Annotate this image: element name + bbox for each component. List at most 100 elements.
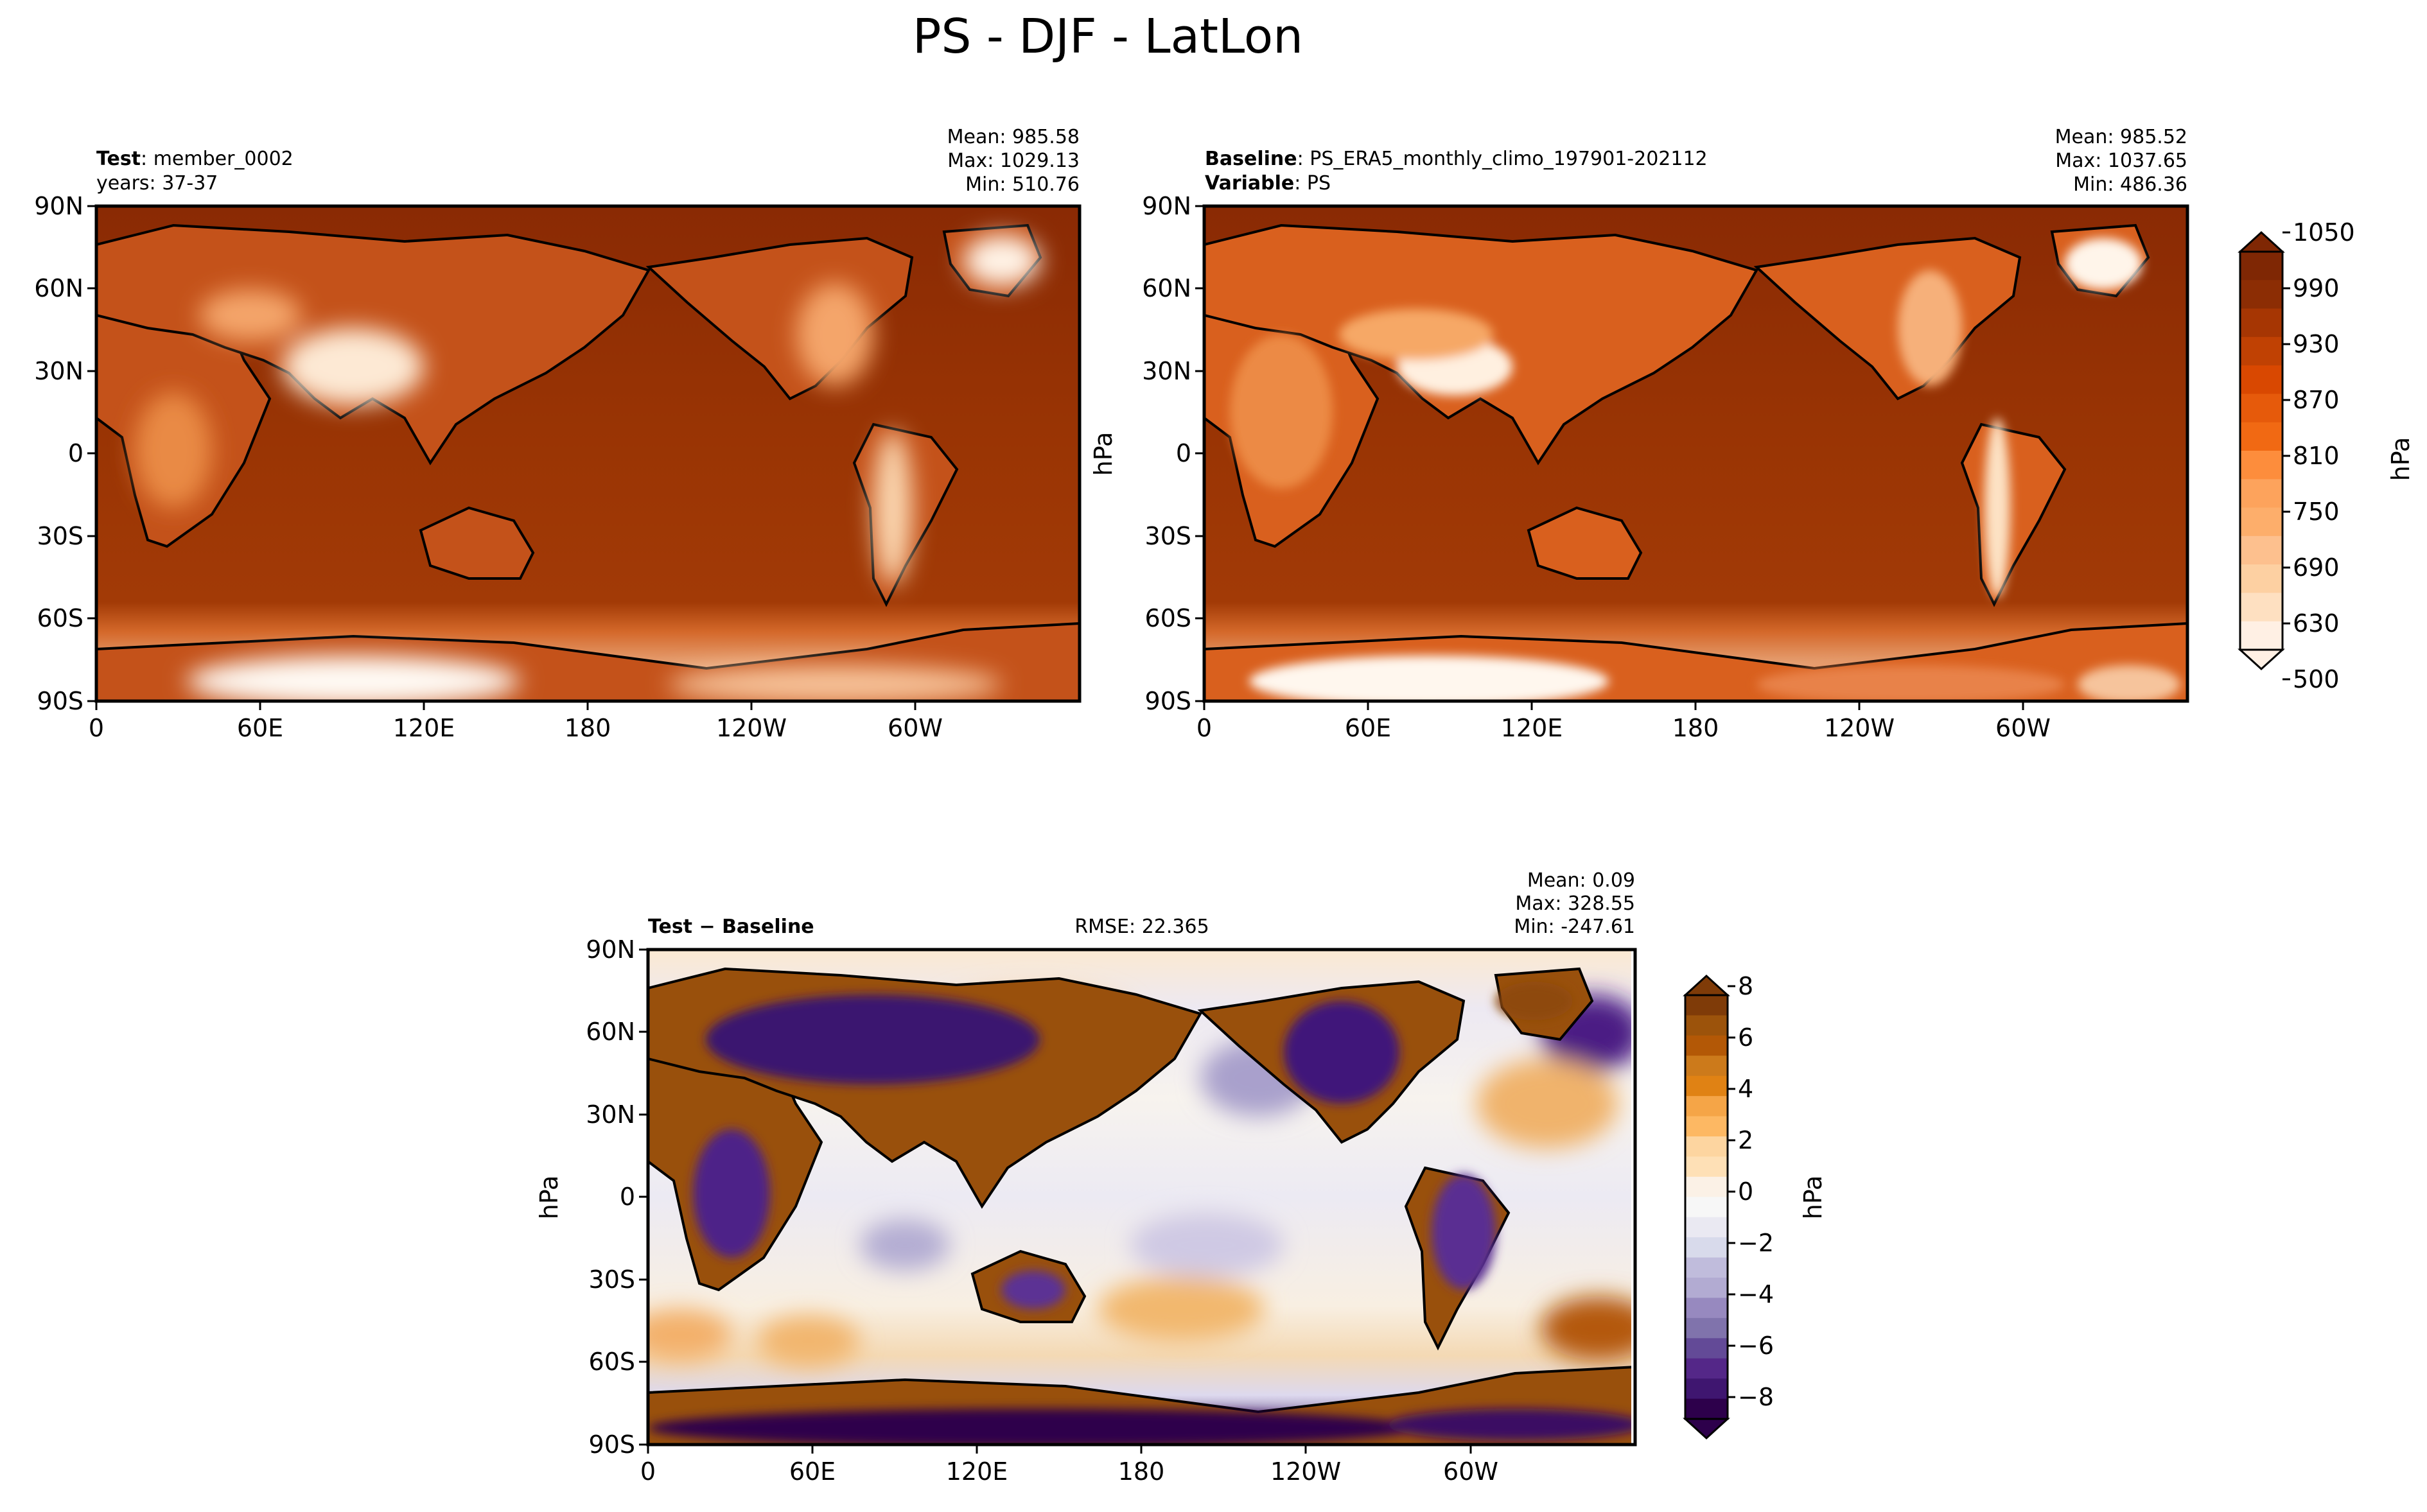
colorbar-band	[2240, 507, 2282, 537]
test-ytick-6: 90S	[37, 687, 83, 715]
diff-rmse: RMSE: 22.365	[1074, 916, 1209, 938]
colorbar-tick-label: 690	[2293, 553, 2340, 582]
baseline-ytick-1: 60N	[1142, 274, 1191, 302]
baseline-axes	[1195, 205, 2024, 710]
diff-xtick-4: 120W	[1270, 1457, 1341, 1486]
diff-axes	[639, 948, 1472, 1454]
diff-name-label: Test − Baseline	[648, 916, 814, 938]
baseline-ytick-0: 90N	[1142, 192, 1191, 220]
baseline-name-label: Baseline: PS_ERA5_monthly_climo_197901-2…	[1205, 148, 1708, 170]
colorbar-band	[1685, 1197, 1728, 1218]
colorbar-tick-label: 810	[2293, 442, 2340, 470]
diff-ytick-6: 90S	[589, 1430, 635, 1459]
diff-ytick-0: 90N	[586, 935, 635, 964]
colorbar-tick-label: −2	[1738, 1229, 1774, 1257]
diff-colorbar-label: hPa	[1799, 1176, 1827, 1220]
colorbar-tick-label: −8	[1738, 1383, 1774, 1411]
colorbar-tick-label: 990	[2293, 274, 2340, 302]
test-stat-mean: Mean: 985.58	[947, 126, 1080, 148]
test-xtick-0: 0	[89, 714, 104, 742]
colorbar-band	[1685, 1056, 1728, 1077]
test-highlands	[135, 235, 1040, 701]
colorbar-frame	[2239, 250, 2284, 651]
colorbar-band	[2240, 621, 2282, 650]
panel-test: Test: member_0002 years: 37-37 Mean: 985…	[34, 126, 1082, 742]
colorbar-band	[1685, 1298, 1728, 1319]
baseline-stat-max: Max: 1037.65	[2055, 150, 2187, 172]
baseline-xtick-4: 120W	[1824, 714, 1895, 742]
main-colorbar-bands	[2238, 230, 2285, 671]
colorbar-tick-label: 930	[2293, 330, 2340, 358]
colorbar-tick-label: −6	[1738, 1332, 1774, 1360]
colorbar-extend-bottom	[2238, 648, 2285, 671]
colorbar-band	[2240, 593, 2282, 622]
main-colorbar: 1050 990 930 870 810 750 690 630 500 hPa	[2238, 218, 2415, 693]
colorbar-tick-label: −4	[1738, 1280, 1774, 1308]
test-ytick-2: 30N	[34, 357, 83, 385]
colorbar-tick-label: 1050	[2293, 218, 2355, 247]
colorbar-tick-label: 8	[1738, 972, 1753, 1000]
baseline-xtick-1: 60E	[1345, 714, 1391, 742]
diff-side-label: hPa	[535, 1176, 563, 1220]
baseline-xtick-5: 60W	[1995, 714, 2051, 742]
colorbar-band	[1685, 1338, 1728, 1359]
main-colorbar-ticks: 1050 990 930 870 810 750 690 630 500	[2282, 218, 2355, 693]
diff-stat-min: Min: -247.61	[1514, 916, 1635, 938]
test-map: 0 60E 120E 180 120W 60W 90N 60N 30N 0 30…	[34, 192, 1082, 742]
colorbar-tick-label: 6	[1738, 1023, 1753, 1052]
diff-colorbar-bands	[1683, 974, 1730, 1440]
colorbar-band	[1685, 1257, 1728, 1278]
test-ytick-4: 30S	[37, 522, 83, 550]
diff-ytick-3: 0	[620, 1183, 635, 1211]
diff-xtick-1: 60E	[789, 1457, 836, 1486]
diff-xtick-0: 0	[640, 1457, 656, 1486]
baseline-ytick-4: 30S	[1145, 522, 1191, 550]
colorbar-tick-label: 0	[1738, 1177, 1753, 1206]
colorbar-band	[2240, 336, 2282, 366]
test-xtick-2: 120E	[393, 714, 455, 742]
colorbar-tick-label: 4	[1738, 1075, 1753, 1103]
colorbar-tick-label: 500	[2293, 665, 2340, 693]
baseline-side-label: hPa	[1089, 432, 1117, 476]
colorbar-band	[1685, 995, 1728, 1016]
colorbar-band	[1685, 1237, 1728, 1258]
baseline-map: 0 60E 120E 180 120W 60W 90N 60N 30N 0 30…	[1142, 192, 2189, 742]
colorbar-band	[1685, 1156, 1728, 1177]
colorbar-band	[2240, 479, 2282, 508]
colorbar-band	[1685, 1035, 1728, 1056]
test-ytick-1: 60N	[34, 274, 83, 302]
diff-stat-max: Max: 328.55	[1515, 892, 1635, 915]
diff-ytick-5: 60S	[589, 1348, 635, 1376]
colorbar-band	[2240, 394, 2282, 423]
colorbar-tick-label: 750	[2293, 498, 2340, 526]
colorbar-band	[1685, 1217, 1728, 1238]
colorbar-extend-top	[1683, 974, 1730, 996]
baseline-ytick-2: 30N	[1142, 357, 1191, 385]
panel-baseline: Baseline: PS_ERA5_monthly_climo_197901-2…	[1089, 126, 2189, 742]
main-colorbar-label: hPa	[2387, 437, 2415, 482]
baseline-variable-label: Variable: PS	[1205, 172, 1331, 195]
colorbar-band	[1685, 1116, 1728, 1137]
colorbar-band	[1685, 1096, 1728, 1117]
diff-ytick-1: 60N	[586, 1018, 635, 1046]
colorbar-tick-label: 630	[2293, 609, 2340, 638]
diff-xtick-2: 120E	[946, 1457, 1008, 1486]
test-stat-max: Max: 1029.13	[947, 150, 1080, 172]
colorbar-extend-bottom	[1683, 1418, 1730, 1440]
colorbar-band	[2240, 308, 2282, 338]
colorbar-band	[2240, 280, 2282, 309]
diff-xtick-5: 60W	[1443, 1457, 1498, 1486]
baseline-highlands	[1230, 238, 2180, 701]
baseline-stat-mean: Mean: 985.52	[2055, 126, 2187, 148]
test-xtick-1: 60E	[237, 714, 283, 742]
colorbar-band	[1685, 1075, 1728, 1097]
colorbar-frame	[1684, 994, 1729, 1420]
test-ytick-5: 60S	[37, 604, 83, 632]
colorbar-band	[1685, 1398, 1728, 1420]
colorbar-band	[1685, 1378, 1728, 1400]
colorbar-band	[1685, 1176, 1728, 1197]
diff-xtick-3: 180	[1118, 1457, 1165, 1486]
diff-stat-mean: Mean: 0.09	[1527, 869, 1635, 892]
colorbar-band	[2240, 564, 2282, 594]
